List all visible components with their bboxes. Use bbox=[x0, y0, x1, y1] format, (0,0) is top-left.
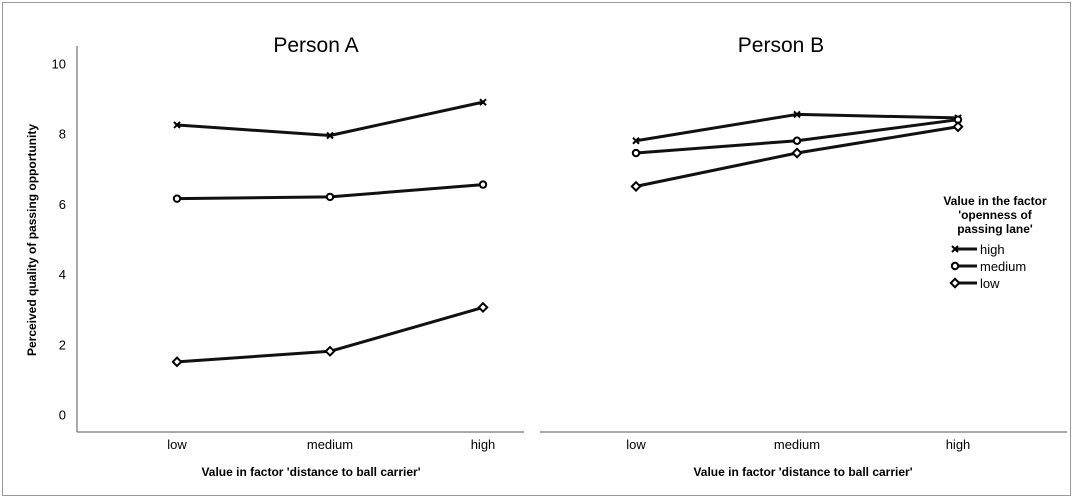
legend-title-line-2: 'openness of bbox=[958, 208, 1033, 222]
data-point bbox=[324, 345, 336, 357]
x-tick-label: medium bbox=[774, 437, 820, 452]
y-tick-label: 6 bbox=[59, 197, 66, 212]
legend-title-line-1: Value in the factor bbox=[943, 194, 1047, 208]
data-point bbox=[325, 192, 335, 202]
data-point bbox=[630, 180, 642, 192]
x-axis-label-b: Value in factor 'distance to ball carrie… bbox=[693, 465, 912, 479]
data-point bbox=[477, 301, 489, 314]
x-tick-label: high bbox=[471, 437, 496, 452]
x-tick-label: medium bbox=[307, 437, 353, 452]
legend-item-label: high bbox=[980, 242, 1005, 257]
data-point bbox=[792, 136, 802, 145]
panel-title-a: Person A bbox=[273, 34, 358, 57]
legend-marker bbox=[950, 261, 960, 271]
legend-marker bbox=[949, 277, 961, 289]
y-tick-label: 10 bbox=[52, 57, 66, 72]
data-point bbox=[791, 147, 803, 159]
y-axis-label: Perceived quality of passing opportunity bbox=[25, 124, 39, 356]
x-tick-label: low bbox=[167, 437, 187, 452]
y-tick-label: 2 bbox=[59, 337, 66, 352]
data-point bbox=[632, 137, 640, 145]
legend: Value in the factor 'openness of passing… bbox=[943, 194, 1047, 291]
data-point bbox=[952, 121, 964, 133]
legend-item-label: medium bbox=[980, 259, 1026, 274]
data-point bbox=[172, 194, 182, 203]
y-tick-label: 4 bbox=[59, 267, 66, 282]
panel-title-b: Person B bbox=[738, 34, 824, 57]
y-tick-label: 0 bbox=[59, 407, 66, 422]
x-tick-label: low bbox=[626, 437, 646, 452]
data-point bbox=[631, 148, 641, 158]
data-point bbox=[326, 131, 334, 140]
legend-marker bbox=[951, 245, 959, 253]
legend-title-line-3: passing lane' bbox=[957, 222, 1033, 236]
series-line bbox=[176, 100, 484, 137]
data-point bbox=[478, 180, 488, 189]
y-tick-label: 8 bbox=[59, 127, 66, 142]
data-point bbox=[479, 98, 487, 106]
legend-item-label: low bbox=[980, 276, 1000, 291]
data-point bbox=[173, 121, 181, 129]
x-axis-label-a: Value in factor 'distance to ball carrie… bbox=[201, 465, 420, 479]
x-tick-label: high bbox=[946, 437, 971, 452]
data-point bbox=[171, 356, 183, 368]
data-point bbox=[793, 110, 801, 119]
